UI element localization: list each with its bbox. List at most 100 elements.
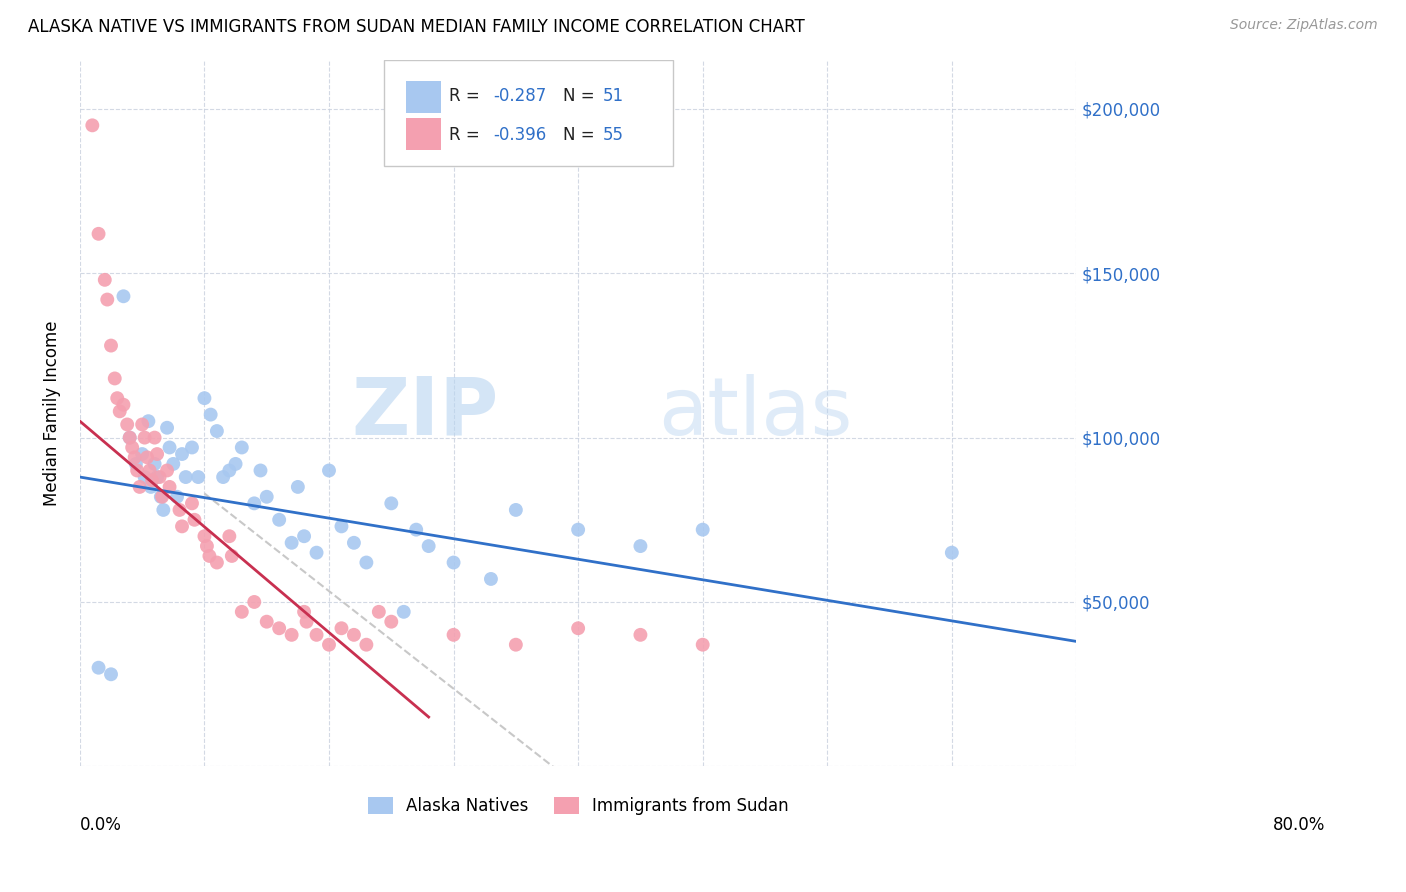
Point <box>567 523 589 537</box>
Point <box>356 638 378 652</box>
Text: R =: R = <box>449 127 485 145</box>
Point <box>112 289 135 303</box>
Point <box>143 431 166 445</box>
Text: N =: N = <box>564 87 600 105</box>
Point <box>269 621 291 635</box>
Point <box>205 424 228 438</box>
Point <box>628 539 651 553</box>
Point <box>187 470 209 484</box>
Point <box>218 463 240 477</box>
Point <box>87 661 110 675</box>
Point <box>105 391 128 405</box>
Point <box>166 490 188 504</box>
Point <box>443 628 465 642</box>
Point <box>280 628 302 642</box>
Point <box>112 398 135 412</box>
Point <box>380 615 402 629</box>
Text: -0.287: -0.287 <box>494 87 547 105</box>
Point <box>218 529 240 543</box>
Point <box>181 496 204 510</box>
Point <box>305 546 328 560</box>
Point <box>138 463 160 477</box>
Point <box>82 119 104 133</box>
Point <box>136 450 159 465</box>
Text: ALASKA NATIVE VS IMMIGRANTS FROM SUDAN MEDIAN FAMILY INCOME CORRELATION CHART: ALASKA NATIVE VS IMMIGRANTS FROM SUDAN M… <box>28 18 804 36</box>
Point <box>174 470 197 484</box>
Point <box>159 480 181 494</box>
Point <box>169 503 191 517</box>
Point <box>87 227 110 241</box>
Bar <box>406 81 440 112</box>
Point <box>104 371 127 385</box>
Point <box>200 408 222 422</box>
Text: Source: ZipAtlas.com: Source: ZipAtlas.com <box>1230 18 1378 32</box>
Point <box>256 615 278 629</box>
Point <box>127 463 149 477</box>
Point <box>343 536 366 550</box>
Point <box>367 605 389 619</box>
Text: N =: N = <box>564 127 600 145</box>
Point <box>131 417 153 432</box>
Point <box>295 615 318 629</box>
Point <box>183 513 205 527</box>
Point <box>243 496 266 510</box>
Point <box>418 539 440 553</box>
FancyBboxPatch shape <box>384 60 673 166</box>
Point <box>287 480 309 494</box>
Point <box>108 404 131 418</box>
Point <box>318 463 340 477</box>
Text: 51: 51 <box>603 87 624 105</box>
Point <box>505 503 527 517</box>
Point <box>692 523 714 537</box>
Point <box>149 470 172 484</box>
Point <box>692 638 714 652</box>
Point <box>195 539 218 553</box>
Point <box>356 556 378 570</box>
Point <box>138 414 160 428</box>
Point <box>193 529 215 543</box>
Point <box>392 605 415 619</box>
Point <box>143 457 166 471</box>
Point <box>100 667 122 681</box>
Point <box>146 447 169 461</box>
Point <box>330 621 353 635</box>
Point <box>100 338 122 352</box>
Point <box>134 431 156 445</box>
Point <box>198 549 221 563</box>
Text: R =: R = <box>449 87 485 105</box>
Point <box>181 441 204 455</box>
Point <box>125 457 148 471</box>
Point <box>139 480 162 494</box>
Point <box>380 496 402 510</box>
Text: -0.396: -0.396 <box>494 127 547 145</box>
Point <box>170 519 193 533</box>
Bar <box>406 119 440 150</box>
Point <box>141 474 163 488</box>
Text: 55: 55 <box>603 127 624 145</box>
Point <box>221 549 243 563</box>
Point <box>205 556 228 570</box>
Point <box>479 572 502 586</box>
Point <box>156 421 179 435</box>
Point <box>170 447 193 461</box>
Point <box>212 470 235 484</box>
Point <box>231 605 253 619</box>
Point <box>567 621 589 635</box>
Text: ZIP: ZIP <box>352 374 498 452</box>
Text: 0.0%: 0.0% <box>80 816 122 834</box>
Point <box>131 447 153 461</box>
Point <box>318 638 340 652</box>
Point <box>121 441 143 455</box>
Point <box>256 490 278 504</box>
Point <box>149 490 172 504</box>
Point <box>305 628 328 642</box>
Point <box>225 457 247 471</box>
Point <box>94 273 117 287</box>
Point <box>150 490 173 504</box>
Point <box>118 431 141 445</box>
Point <box>156 463 179 477</box>
Point <box>330 519 353 533</box>
Point <box>193 391 215 405</box>
Text: 80.0%: 80.0% <box>1274 816 1326 834</box>
Point <box>231 441 253 455</box>
